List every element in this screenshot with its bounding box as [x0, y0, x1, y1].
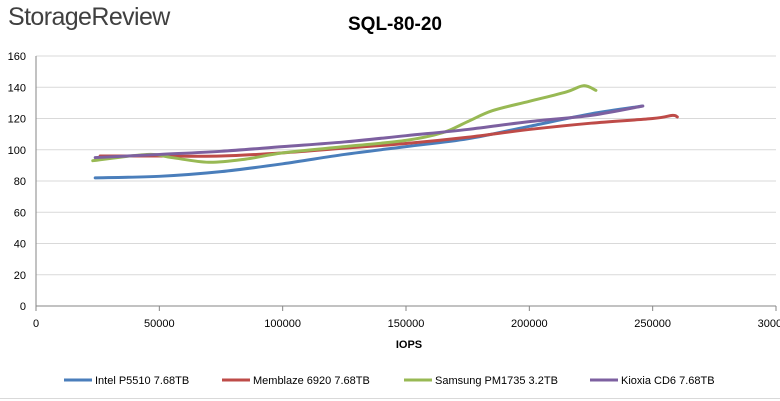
legend-label: Kioxia CD6 7.68TB — [621, 375, 715, 387]
series-line-memblaze-6920-7-68tb — [98, 113, 679, 158]
legend-item-memblaze-6920-7-68tb: Memblaze 6920 7.68TB — [222, 375, 370, 387]
x-axis-title: IOPS — [396, 339, 422, 351]
legend: Intel P5510 7.68TB Memblaze 6920 7.68TB Sa… — [64, 375, 715, 387]
x-tick-label: 100000 — [264, 318, 301, 330]
y-tick-label: 20 — [14, 270, 26, 282]
series-line-intel-p5510-7-68tb — [93, 104, 645, 180]
legend-item-kioxia-cd6-7-68tb: Kioxia CD6 7.68TB — [590, 375, 715, 387]
x-tick-label: 0 — [33, 318, 39, 330]
legend-label: Samsung PM1735 3.2TB — [435, 375, 558, 387]
y-tick-label: 140 — [8, 82, 26, 94]
x-tick-label: 300000 — [758, 318, 780, 330]
y-axis-ticks: 0 20 40 60 80 100 120 140 160 — [8, 51, 26, 313]
y-tick-label: 0 — [20, 301, 26, 313]
y-tick-label: 100 — [8, 145, 26, 157]
chart-title: SQL-80-20 — [348, 14, 442, 35]
x-tick-label: 200000 — [511, 318, 548, 330]
storagereview-logo: StorageReview — [8, 3, 170, 31]
y-tick-label: 120 — [8, 114, 26, 126]
y-tick-label: 80 — [14, 176, 26, 188]
legend-item-intel-p5510-7-68tb: Intel P5510 7.68TB — [64, 375, 189, 387]
gridlines — [36, 55, 776, 276]
legend-item-samsung-pm1735-3-2tb: Samsung PM1735 3.2TB — [404, 375, 558, 387]
series-lines — [91, 84, 679, 180]
x-tick-label: 250000 — [634, 318, 671, 330]
x-tick-label: 50000 — [144, 318, 175, 330]
y-tick-label: 40 — [14, 239, 26, 251]
x-axis-ticks: 0 50000 100000 150000 200000 250000 300000 — [33, 306, 780, 330]
x-tick-label: 150000 — [388, 318, 425, 330]
legend-label: Memblaze 6920 7.68TB — [253, 375, 370, 387]
series-line-kioxia-cd6-7-68tb — [93, 104, 645, 160]
series-line-samsung-pm1735-3-2tb — [91, 84, 598, 164]
frame-border — [0, 398, 780, 399]
y-tick-label: 60 — [14, 207, 26, 219]
y-tick-label: 160 — [8, 51, 26, 63]
legend-label: Intel P5510 7.68TB — [95, 375, 189, 387]
